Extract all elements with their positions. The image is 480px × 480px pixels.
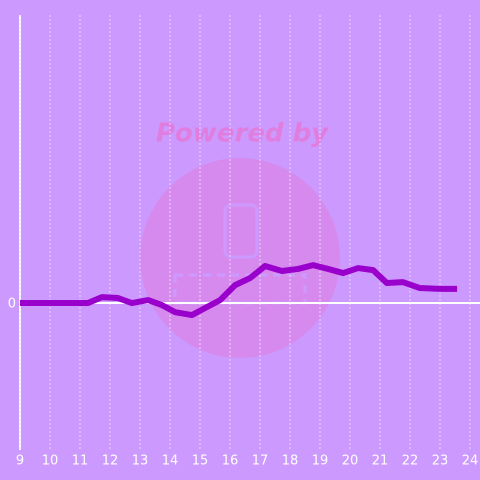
watermark-text: Powered by <box>156 119 329 149</box>
x-tick-label: 9 <box>16 454 24 469</box>
x-tick-label: 14 <box>162 454 179 469</box>
x-tick-label: 15 <box>192 454 209 469</box>
x-tick-label: 22 <box>402 454 419 469</box>
x-tick-label: 19 <box>312 454 329 469</box>
watermark-icon <box>223 203 259 259</box>
x-tick-label: 10 <box>42 454 59 469</box>
x-tick-label: 23 <box>432 454 449 469</box>
y-tick-label: 0 <box>8 297 16 312</box>
x-tick-label: 24 <box>462 454 479 469</box>
x-tick-label: 13 <box>132 454 149 469</box>
x-tick-label: 17 <box>252 454 269 469</box>
x-tick-label: 12 <box>102 454 119 469</box>
line-series <box>20 262 458 319</box>
x-tick-label: 20 <box>342 454 359 469</box>
x-tick-label: 11 <box>72 454 89 469</box>
x-tick-label: 16 <box>222 454 239 469</box>
x-tick-label: 21 <box>372 454 389 469</box>
watermark-logo-mark <box>173 273 307 305</box>
x-tick-label: 18 <box>282 454 299 469</box>
